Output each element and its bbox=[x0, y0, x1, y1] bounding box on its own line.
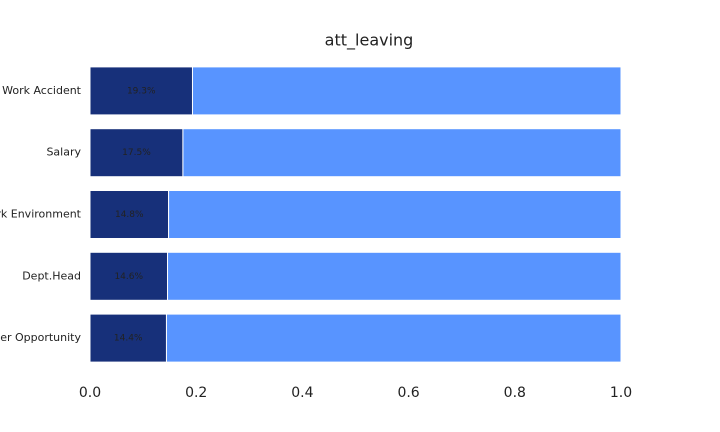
bar-segment bbox=[89, 190, 170, 239]
bar-segment bbox=[168, 190, 622, 239]
y-tick-label: Salary bbox=[46, 146, 81, 159]
bar-segment bbox=[167, 251, 622, 301]
data-label: 14.8% bbox=[115, 210, 144, 220]
bar-segment bbox=[165, 313, 622, 363]
bar-segment bbox=[182, 128, 622, 178]
data-label: 14.6% bbox=[114, 272, 143, 282]
y-tick-label: Work Environment bbox=[0, 208, 82, 221]
data-label: 17.5% bbox=[122, 148, 151, 158]
x-tick-label: 0.0 bbox=[79, 385, 101, 401]
x-tick-label: 0.6 bbox=[397, 385, 419, 401]
chart-title: att_leaving bbox=[325, 31, 414, 51]
bar-segment bbox=[191, 66, 622, 116]
data-label: 19.3% bbox=[127, 86, 156, 96]
x-tick-label: 0.4 bbox=[291, 385, 313, 401]
data-label: 14.4% bbox=[114, 334, 143, 344]
bar-segment bbox=[89, 313, 167, 363]
x-tick-label: 1.0 bbox=[610, 385, 632, 401]
y-tick-label: Dept.Head bbox=[22, 269, 81, 282]
bar-segment bbox=[89, 128, 184, 178]
x-tick-label: 0.8 bbox=[504, 385, 526, 401]
y-tick-label: Better Opportunity bbox=[0, 331, 81, 344]
bar-segment bbox=[89, 66, 193, 116]
y-tick-label: Work Accident bbox=[2, 84, 82, 97]
x-tick-label: 0.2 bbox=[185, 385, 207, 401]
